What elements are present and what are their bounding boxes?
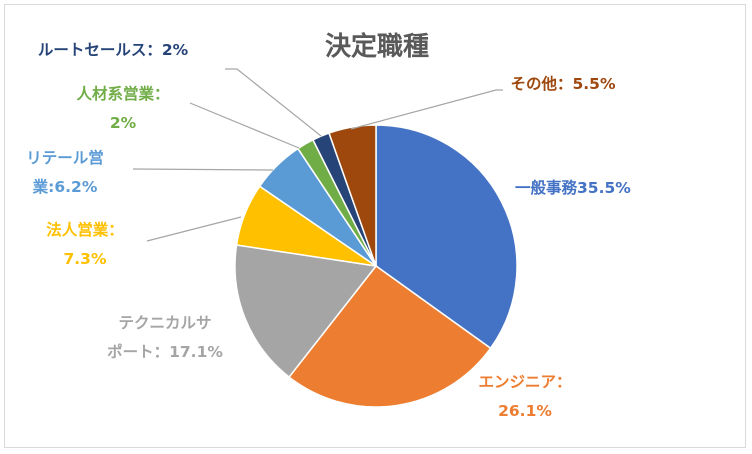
data-label-line: ポート：17.1% [107,342,223,361]
data-label-line: 業:6.2% [32,177,98,196]
leader-lines [132,68,503,242]
data-label-line: テクニカルサ [118,314,211,332]
leader-line-other [350,89,503,130]
chart-title: 決定職種 [325,31,429,62]
data-label-route_sales: ルートセールス：2% [38,41,189,59]
data-label-line: リテール営 [26,148,104,167]
data-label-line: エンジニア： [478,373,571,391]
data-label-tech_support: テクニカルサポート：17.1% [107,314,223,361]
leader-line-route_sales [225,68,322,137]
data-label-line: 一般事務35.5% [515,178,631,197]
pie-slice-other [328,124,377,267]
data-label-retail_sales: リテール営業:6.2% [26,148,104,196]
data-label-line: その他：5.5% [511,74,616,93]
data-label-line: 26.1% [498,402,552,420]
pie-slice-engineer [288,264,492,408]
leader-line-corporate_sales [146,216,242,242]
pie-slices [234,124,518,408]
data-label-engineer_general: 一般事務35.5% [515,178,631,197]
data-label-line: 法人営業： [46,220,124,239]
data-label-line: 7.3% [64,250,107,268]
data-label-other: その他：5.5% [511,74,616,93]
pie-chart: 決定職種 一般事務35.5% エンジニア： 26.1% テクニカルサポート：17.1%… [26,31,631,420]
chart-area: 決定職種 一般事務35.5% エンジニア： 26.1% テクニカルサポート：17.1%… [4,4,746,448]
data-label-corporate_sales: 法人営業： 7.3% [46,220,124,268]
pie-slice-tech_support [234,244,378,379]
data-labels: 一般事務35.5% エンジニア： 26.1% テクニカルサポート：17.1% 法人営業：… [26,41,631,420]
data-label-line: 人材系営業： [76,84,169,103]
data-label-line: ルートセールス：2% [38,41,189,59]
pie-slice-engineer_general [375,124,518,350]
leader-line-hr_sales [189,102,300,149]
leader-line-retail_sales [132,168,274,171]
data-label-engineer: エンジニア： 26.1% [478,373,571,420]
data-label-hr_sales: 人材系営業： 2% [76,84,169,132]
data-label-line: 2% [110,114,137,132]
